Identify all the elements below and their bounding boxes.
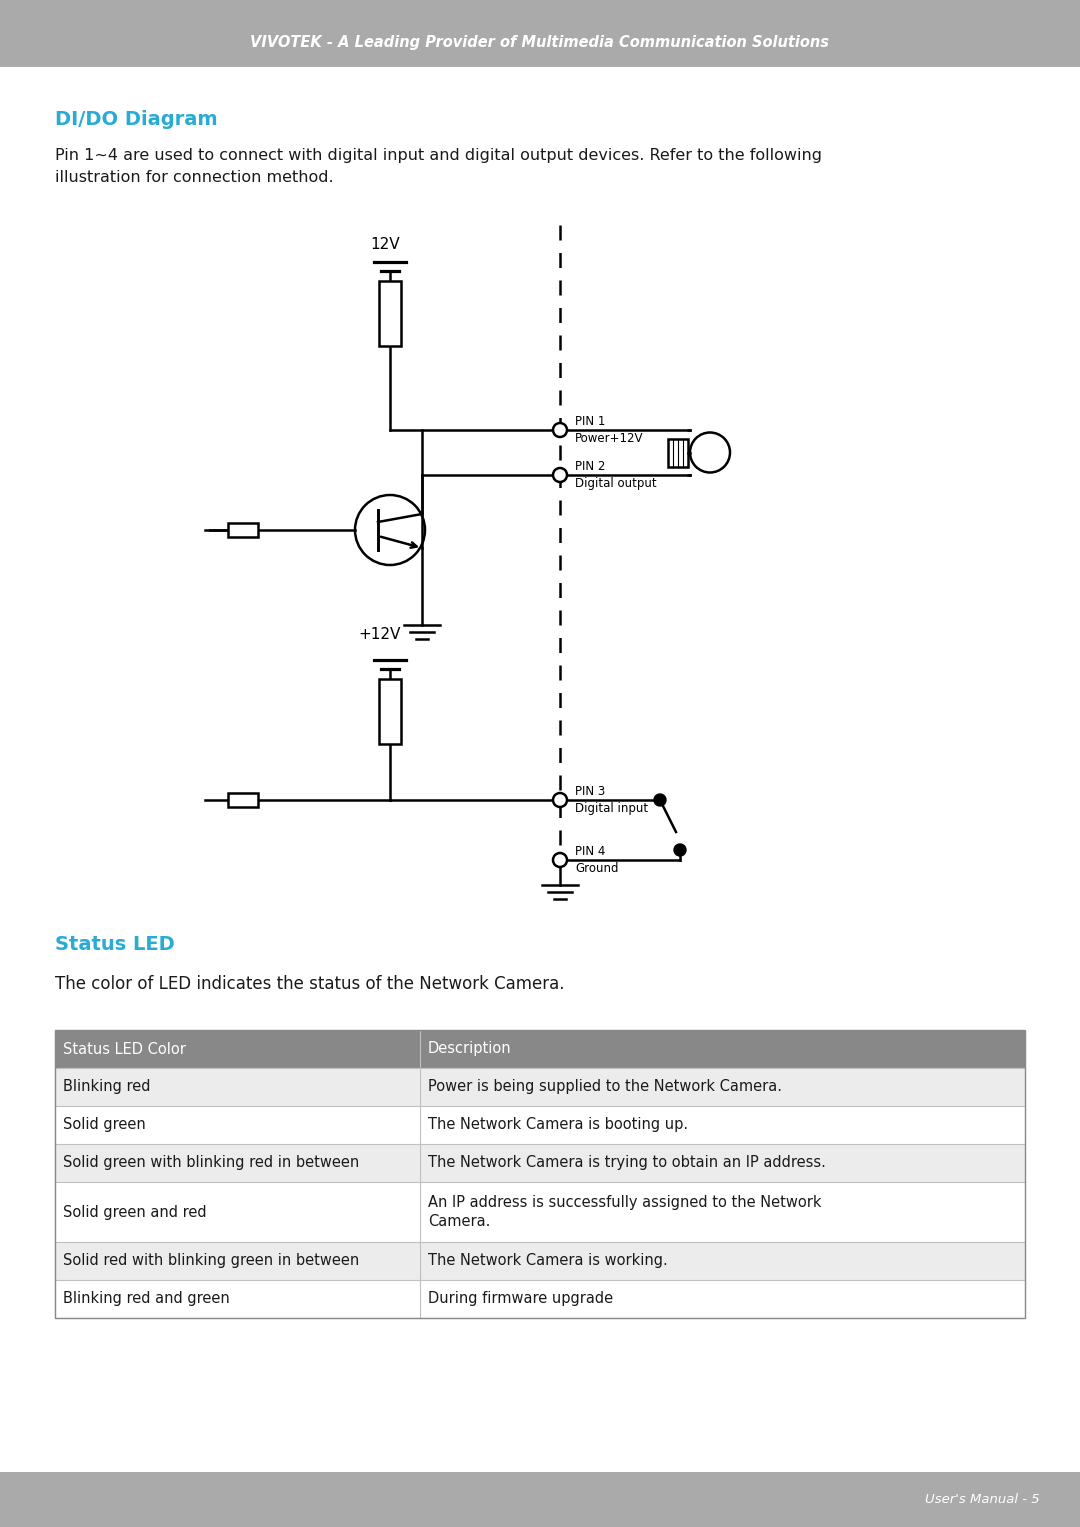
Text: 12V: 12V: [370, 237, 400, 252]
Text: Blinking red and green: Blinking red and green: [63, 1292, 230, 1307]
Text: Digital input: Digital input: [575, 802, 648, 815]
Text: User's Manual - 5: User's Manual - 5: [926, 1493, 1040, 1506]
Bar: [379, 281, 401, 347]
Text: Solid green with blinking red in between: Solid green with blinking red in between: [63, 1156, 360, 1171]
Bar: [0, 0, 1080, 69]
Text: Blinking red: Blinking red: [63, 1080, 150, 1095]
Text: DI/DO Diagram: DI/DO Diagram: [55, 110, 218, 128]
Bar: [669, 438, 688, 467]
Circle shape: [355, 495, 426, 565]
Bar: [55, 1241, 1025, 1280]
Text: illustration for connection method.: illustration for connection method.: [55, 169, 334, 185]
Bar: [55, 1031, 1025, 1067]
Circle shape: [553, 467, 567, 483]
Bar: [0, 1472, 1080, 1527]
Text: An IP address is successfully assigned to the Network
Camera.: An IP address is successfully assigned t…: [428, 1196, 822, 1229]
Bar: [55, 1280, 1025, 1318]
Text: During firmware upgrade: During firmware upgrade: [428, 1292, 613, 1307]
Circle shape: [553, 793, 567, 806]
Bar: [55, 1106, 1025, 1144]
Circle shape: [690, 432, 730, 472]
Circle shape: [674, 844, 686, 857]
Text: Description: Description: [428, 1041, 512, 1057]
Text: +12V: +12V: [359, 628, 401, 641]
Text: Solid green and red: Solid green and red: [63, 1205, 206, 1220]
Text: PIN 2: PIN 2: [575, 460, 606, 473]
Text: The Network Camera is trying to obtain an IP address.: The Network Camera is trying to obtain a…: [428, 1156, 826, 1171]
Bar: [55, 1067, 1025, 1106]
Bar: [228, 524, 258, 538]
Bar: [55, 1144, 1025, 1182]
Text: Solid green: Solid green: [63, 1118, 146, 1133]
Text: The color of LED indicates the status of the Network Camera.: The color of LED indicates the status of…: [55, 976, 565, 993]
Bar: [55, 1031, 1025, 1318]
Text: The Network Camera is booting up.: The Network Camera is booting up.: [428, 1118, 688, 1133]
Text: PIN 4: PIN 4: [575, 844, 606, 858]
Text: Status LED Color: Status LED Color: [63, 1041, 186, 1057]
Text: Status LED: Status LED: [55, 935, 175, 954]
Text: Solid red with blinking green in between: Solid red with blinking green in between: [63, 1254, 360, 1269]
Circle shape: [553, 423, 567, 437]
Text: Ground: Ground: [575, 863, 619, 875]
Bar: [55, 1182, 1025, 1241]
Text: Power+12V: Power+12V: [575, 432, 644, 444]
Text: The Network Camera is working.: The Network Camera is working.: [428, 1254, 667, 1269]
Circle shape: [654, 794, 666, 806]
Text: PIN 3: PIN 3: [575, 785, 605, 799]
Text: Digital output: Digital output: [575, 476, 657, 490]
Bar: [228, 793, 258, 806]
Text: Pin 1~4 are used to connect with digital input and digital output devices. Refer: Pin 1~4 are used to connect with digital…: [55, 148, 822, 163]
Text: Power is being supplied to the Network Camera.: Power is being supplied to the Network C…: [428, 1080, 782, 1095]
Bar: [379, 680, 401, 744]
Text: PIN 1: PIN 1: [575, 415, 606, 428]
Text: VIVOTEK - A Leading Provider of Multimedia Communication Solutions: VIVOTEK - A Leading Provider of Multimed…: [251, 35, 829, 50]
Circle shape: [553, 854, 567, 867]
